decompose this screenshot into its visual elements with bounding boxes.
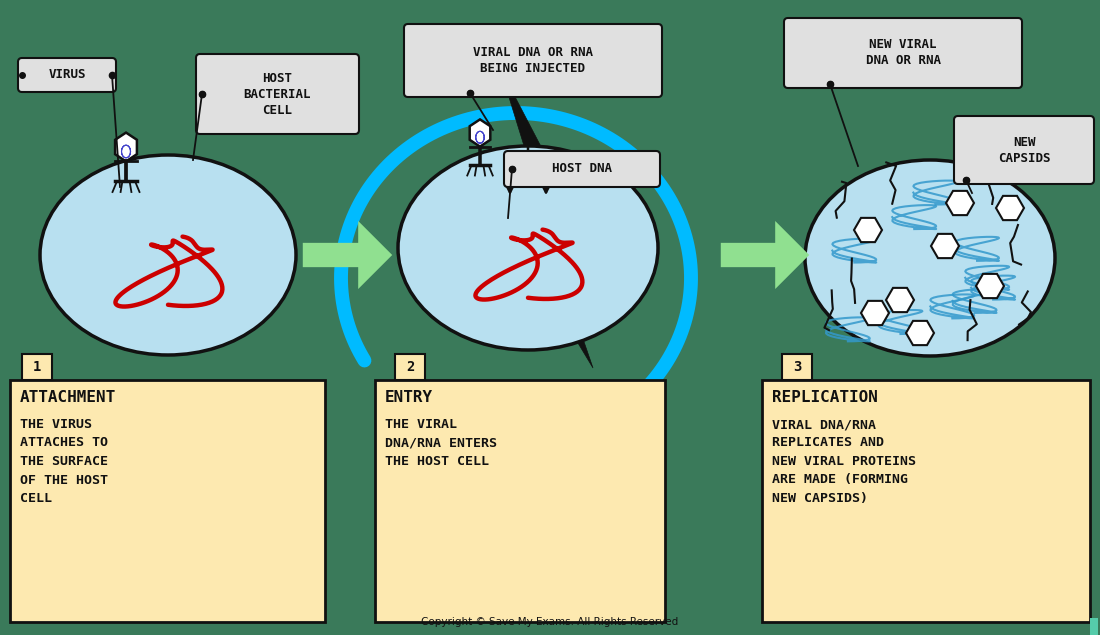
Text: 3: 3 <box>793 360 801 374</box>
Ellipse shape <box>398 146 658 350</box>
FancyBboxPatch shape <box>18 58 116 92</box>
Text: NEW VIRAL
DNA OR RNA: NEW VIRAL DNA OR RNA <box>866 39 940 67</box>
Polygon shape <box>861 301 889 325</box>
Text: 2: 2 <box>406 360 415 374</box>
FancyBboxPatch shape <box>782 354 812 380</box>
Text: HOST
BACTERIAL
CELL: HOST BACTERIAL CELL <box>244 72 311 116</box>
Text: THE VIRUS
ATTACHES TO
THE SURFACE
OF THE HOST
CELL: THE VIRUS ATTACHES TO THE SURFACE OF THE… <box>20 418 108 505</box>
Text: ATTACHMENT: ATTACHMENT <box>20 390 117 405</box>
Polygon shape <box>500 68 593 368</box>
Text: HOST DNA: HOST DNA <box>552 163 612 175</box>
Text: 1: 1 <box>33 360 41 374</box>
FancyBboxPatch shape <box>10 380 324 622</box>
Ellipse shape <box>40 155 296 355</box>
FancyBboxPatch shape <box>762 380 1090 622</box>
FancyBboxPatch shape <box>395 354 425 380</box>
Polygon shape <box>886 288 914 312</box>
FancyBboxPatch shape <box>504 151 660 187</box>
Text: VIRAL DNA OR RNA
BEING INJECTED: VIRAL DNA OR RNA BEING INJECTED <box>473 46 593 75</box>
Text: VIRAL DNA/RNA
REPLICATES AND
NEW VIRAL PROTEINS
ARE MADE (FORMING
NEW CAPSIDS): VIRAL DNA/RNA REPLICATES AND NEW VIRAL P… <box>772 418 916 505</box>
FancyBboxPatch shape <box>954 116 1094 184</box>
Polygon shape <box>931 234 959 258</box>
Polygon shape <box>976 274 1004 298</box>
Text: Copyright © Save My Exams. All Rights Reserved: Copyright © Save My Exams. All Rights Re… <box>421 617 679 627</box>
Polygon shape <box>906 321 934 345</box>
FancyBboxPatch shape <box>784 18 1022 88</box>
FancyBboxPatch shape <box>196 54 359 134</box>
Text: NEW
CAPSIDS: NEW CAPSIDS <box>998 135 1050 164</box>
Polygon shape <box>116 133 136 161</box>
Polygon shape <box>996 196 1024 220</box>
Ellipse shape <box>805 160 1055 356</box>
Text: REPLICATION: REPLICATION <box>772 390 878 405</box>
Text: THE VIRAL
DNA/RNA ENTERS
THE HOST CELL: THE VIRAL DNA/RNA ENTERS THE HOST CELL <box>385 418 497 468</box>
Polygon shape <box>854 218 882 242</box>
Text: VIRUS: VIRUS <box>48 69 86 81</box>
Text: ENTRY: ENTRY <box>385 390 433 405</box>
FancyBboxPatch shape <box>22 354 52 380</box>
FancyBboxPatch shape <box>375 380 666 622</box>
Polygon shape <box>946 191 974 215</box>
FancyBboxPatch shape <box>404 24 662 97</box>
Polygon shape <box>470 119 491 147</box>
FancyBboxPatch shape <box>1090 618 1098 635</box>
